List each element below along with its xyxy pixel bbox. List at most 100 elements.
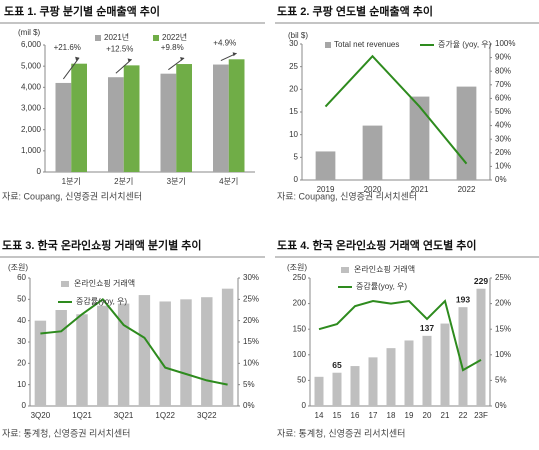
bar <box>404 340 414 406</box>
legend-label: 2021년 <box>104 32 129 42</box>
source: 자료: Coupang, 신영증권 리서치센터 <box>277 190 417 201</box>
bar <box>201 297 213 406</box>
panel-title: 도표 1. 쿠팡 분기별 순매출액 추이 <box>4 4 160 18</box>
x-tick-label: 22 <box>459 411 468 420</box>
bar <box>221 288 234 406</box>
x-tick-label: 1분기 <box>62 177 81 186</box>
y-tick-label: 15 <box>289 107 298 116</box>
y2-tick-label: 50% <box>495 107 511 116</box>
x-tick-label: 15 <box>333 411 342 420</box>
legend-swatch <box>325 42 331 48</box>
bar <box>386 348 396 406</box>
bar <box>138 295 151 406</box>
y-tick-label: 250 <box>293 273 307 282</box>
y2-tick-label: 20% <box>495 299 511 308</box>
x-tick-label: 14 <box>315 411 324 420</box>
legend-swatch <box>95 35 101 41</box>
bar <box>76 314 88 406</box>
x-tick-label: 17 <box>369 411 378 420</box>
legend-label: 온라인쇼핑 거래액 <box>354 264 415 274</box>
y2-tick-label: 20% <box>495 148 511 157</box>
y-tick-label: 100 <box>293 350 307 359</box>
bar <box>458 307 468 406</box>
annotation: +12.5% <box>106 44 133 53</box>
x-tick-label: 3Q20 <box>31 411 51 420</box>
y-tick-label: 20 <box>289 84 298 93</box>
legend-label: 증감률(yoy, 우) <box>76 296 127 306</box>
y-tick-label: 10 <box>289 130 298 139</box>
y-tick-label: 4,000 <box>21 82 42 91</box>
y-tick-label: 0 <box>302 401 307 410</box>
y2-tick-label: 25% <box>243 294 259 303</box>
bar <box>456 86 477 180</box>
bar <box>160 73 177 172</box>
y-tick-label: 5 <box>294 152 299 161</box>
y2-tick-label: 10% <box>243 358 259 367</box>
bar <box>117 303 130 406</box>
y2-tick-label: 25% <box>495 273 511 282</box>
y2-tick-label: 40% <box>495 121 511 130</box>
y2-tick-label: 5% <box>495 376 507 385</box>
x-tick-label: 21 <box>441 411 450 420</box>
y2-tick-label: 90% <box>495 53 511 62</box>
arrow-head <box>75 56 80 61</box>
bar <box>34 320 47 406</box>
arrow-head <box>127 58 132 63</box>
y2-tick-label: 70% <box>495 80 511 89</box>
arrow-head <box>180 57 185 62</box>
bar <box>108 77 124 172</box>
bar <box>315 151 336 180</box>
y2-tick-label: 30% <box>495 134 511 143</box>
bar <box>476 288 486 406</box>
legend-label: Total net revenues <box>334 40 399 49</box>
y-tick-label: 40 <box>17 316 26 325</box>
y2-tick-label: 5% <box>243 380 255 389</box>
bar <box>368 357 378 406</box>
y-unit: (조원) <box>287 263 307 272</box>
y-tick-label: 50 <box>17 294 26 303</box>
y-tick-label: 0 <box>294 175 299 184</box>
annotation-arrow <box>62 57 80 80</box>
y2-tick-label: 60% <box>495 94 511 103</box>
y-tick-label: 5,000 <box>21 61 42 70</box>
annotation: +4.9% <box>213 38 236 47</box>
x-tick-label: 2분기 <box>114 177 133 186</box>
bar <box>55 82 72 172</box>
legend-label: 온라인쇼핑 거래액 <box>74 278 135 288</box>
x-tick-label: 18 <box>387 411 396 420</box>
x-tick-label: 2021 <box>411 185 429 194</box>
y-tick-label: 0 <box>22 401 27 410</box>
bar <box>159 301 171 406</box>
x-tick-label: 1Q21 <box>72 411 92 420</box>
y2-tick-label: 100% <box>495 39 515 48</box>
bar <box>350 366 360 406</box>
legend-swatch <box>341 267 349 273</box>
bar <box>55 310 67 406</box>
line <box>40 297 228 386</box>
panel-title: 도표 3. 한국 온라인쇼핑 거래액 분기별 추이 <box>2 238 202 252</box>
value-label: 229 <box>474 276 488 286</box>
y2-tick-label: 10% <box>495 162 511 171</box>
bar <box>314 376 324 406</box>
source: 자료: 통계청, 신영증권 리서치센터 <box>277 427 405 438</box>
x-tick-label: 3Q22 <box>197 411 217 420</box>
x-tick-label: 19 <box>405 411 414 420</box>
y-tick-label: 1,000 <box>21 146 42 155</box>
y-unit: (bil $) <box>288 31 308 40</box>
y-tick-label: 30 <box>289 39 298 48</box>
legend-label: 증가율 (yoy, 우) <box>438 40 492 49</box>
y-tick-label: 20 <box>17 358 26 367</box>
bar <box>362 125 383 180</box>
y2-tick-label: 15% <box>243 337 259 346</box>
y-tick-label: 0 <box>37 167 42 176</box>
y-tick-label: 50 <box>297 376 306 385</box>
bar <box>97 305 109 406</box>
y-tick-label: 25 <box>289 62 298 71</box>
bar <box>332 372 342 406</box>
y2-tick-label: 0% <box>495 401 507 410</box>
y-tick-label: 6,000 <box>21 40 42 49</box>
y2-tick-label: 10% <box>495 350 511 359</box>
bar <box>228 59 245 172</box>
x-tick-label: 16 <box>351 411 360 420</box>
panel-title: 도표 4. 한국 온라인쇼핑 거래액 연도별 추이 <box>277 238 477 252</box>
